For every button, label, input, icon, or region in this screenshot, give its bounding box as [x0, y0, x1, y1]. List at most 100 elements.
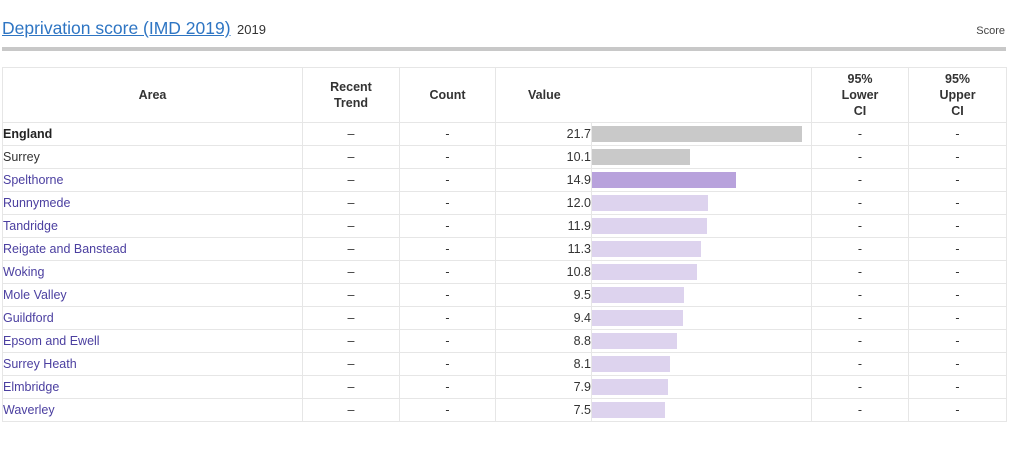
table-row: Surrey – -10.1- -	[2, 145, 1008, 169]
column-header-lower-ci: 95% Lower CI	[811, 67, 910, 123]
value-bar	[592, 172, 736, 188]
lower-ci-value: -	[811, 329, 910, 353]
column-header-value[interactable]: Value	[494, 67, 813, 123]
value-bar-cell	[590, 122, 813, 146]
value-bar-cell	[590, 306, 813, 330]
table-row: Reigate and Banstead – -11.3- -	[2, 237, 1008, 261]
indicator-value: 12.0	[495, 191, 592, 215]
upper-ci-value: -	[908, 306, 1008, 330]
recent-trend: –	[302, 352, 400, 376]
recent-trend: –	[302, 398, 400, 422]
upper-ci-value: -	[908, 145, 1008, 169]
area-name[interactable]: Waverley	[2, 398, 303, 422]
value-bar-cell	[590, 398, 813, 422]
recent-trend: –	[302, 214, 400, 238]
recent-trend: –	[302, 283, 400, 307]
table-row: Mole Valley – -9.5- -	[2, 283, 1008, 307]
value-bar	[592, 264, 697, 280]
area-name[interactable]: Tandridge	[2, 214, 303, 238]
lower-ci-value: -	[811, 237, 910, 261]
area-name[interactable]: Reigate and Banstead	[2, 237, 303, 261]
upper-ci-value: -	[908, 237, 1008, 261]
table-row: Waverley – -7.5- -	[2, 398, 1008, 422]
recent-trend: –	[302, 237, 400, 261]
upper-ci-value: -	[908, 214, 1008, 238]
value-bar-cell	[590, 375, 813, 399]
area-name[interactable]: Surrey Heath	[2, 352, 303, 376]
indicator-title-link[interactable]: Deprivation score (IMD 2019)	[2, 18, 231, 38]
value-bar-cell	[590, 329, 813, 353]
recent-trend: –	[302, 260, 400, 284]
lower-ci-value: -	[811, 214, 910, 238]
indicator-year: 2019	[237, 22, 266, 37]
value-bar	[592, 379, 668, 395]
value-bar	[592, 310, 683, 326]
area-name: Surrey	[2, 145, 303, 169]
table-row: Surrey Heath – -8.1- -	[2, 352, 1008, 376]
indicator-value: 8.8	[495, 329, 592, 353]
count-value: -	[399, 237, 496, 261]
lower-ci-value: -	[811, 352, 910, 376]
value-bar	[592, 333, 677, 349]
area-name[interactable]: Epsom and Ewell	[2, 329, 303, 353]
indicator-value: 7.5	[495, 398, 592, 422]
recent-trend: –	[302, 329, 400, 353]
lower-ci-value: -	[811, 260, 910, 284]
upper-ci-value: -	[908, 260, 1008, 284]
indicator-value: 8.1	[495, 352, 592, 376]
table-row: Spelthorne – -14.9- -	[2, 168, 1008, 192]
area-name[interactable]: Guildford	[2, 306, 303, 330]
lower-ci-value: -	[811, 145, 910, 169]
value-bar	[592, 241, 701, 257]
value-bar-cell	[590, 260, 813, 284]
indicator-value: 10.1	[495, 145, 592, 169]
lower-ci-value: -	[811, 191, 910, 215]
count-value: -	[399, 191, 496, 215]
value-bar-cell	[590, 283, 813, 307]
table-row: England – -21.7- -	[2, 122, 1008, 146]
value-bar-cell	[590, 145, 813, 169]
indicator-value: 21.7	[495, 122, 592, 146]
recent-trend: –	[302, 191, 400, 215]
upper-ci-value: -	[908, 375, 1008, 399]
area-name[interactable]: Spelthorne	[2, 168, 303, 192]
count-value: -	[399, 283, 496, 307]
value-bar-cell	[590, 168, 813, 192]
recent-trend: –	[302, 168, 400, 192]
count-value: -	[399, 352, 496, 376]
indicator-value: 14.9	[495, 168, 592, 192]
value-bar-cell	[590, 352, 813, 376]
unit-label: Score	[976, 25, 1005, 37]
table-header-row: Area Recent Trend Count Value 95% Lower CI …	[2, 67, 1008, 123]
area-comparison-table: Area Recent Trend Count Value 95% Lower CI …	[2, 67, 1008, 422]
column-header-upper-ci: 95% Upper CI	[908, 67, 1008, 123]
count-value: -	[399, 329, 496, 353]
recent-trend: –	[302, 375, 400, 399]
lower-ci-value: -	[811, 398, 910, 422]
column-header-recent-trend: Recent Trend	[302, 67, 400, 123]
recent-trend: –	[302, 306, 400, 330]
area-name[interactable]: Elmbridge	[2, 375, 303, 399]
column-header-area[interactable]: Area	[2, 67, 303, 123]
value-bar	[592, 195, 708, 211]
lower-ci-value: -	[811, 375, 910, 399]
upper-ci-value: -	[908, 283, 1008, 307]
count-value: -	[399, 168, 496, 192]
area-name[interactable]: Woking	[2, 260, 303, 284]
column-header-count[interactable]: Count	[399, 67, 496, 123]
lower-ci-value: -	[811, 306, 910, 330]
table-row: Tandridge – -11.9- -	[2, 214, 1008, 238]
table-row: Woking – -10.8- -	[2, 260, 1008, 284]
area-name[interactable]: Mole Valley	[2, 283, 303, 307]
value-bar	[592, 218, 707, 234]
area-name[interactable]: Runnymede	[2, 191, 303, 215]
table-row: Elmbridge – -7.9- -	[2, 375, 1008, 399]
upper-ci-value: -	[908, 329, 1008, 353]
upper-ci-value: -	[908, 168, 1008, 192]
indicator-value: 10.8	[495, 260, 592, 284]
recent-trend: –	[302, 145, 400, 169]
upper-ci-value: -	[908, 122, 1008, 146]
count-value: -	[399, 122, 496, 146]
indicator-value: 9.4	[495, 306, 592, 330]
area-name: England	[2, 122, 303, 146]
